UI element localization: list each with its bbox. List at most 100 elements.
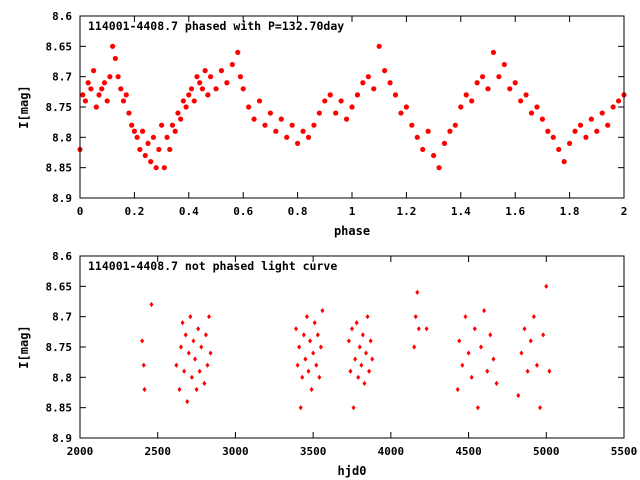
phased-data-point bbox=[99, 86, 105, 92]
phased-x-tick-label: 0.8 bbox=[288, 205, 308, 218]
unphased-data-point bbox=[516, 392, 521, 399]
phased-data-point bbox=[142, 152, 148, 159]
unphased-data-point bbox=[188, 314, 193, 320]
unphased-data-point bbox=[312, 320, 317, 326]
phased-y-tick-label: 8.9 bbox=[52, 192, 72, 205]
unphased-y-tick-label: 8.75 bbox=[46, 341, 73, 354]
phased-data-point bbox=[431, 152, 437, 159]
phased-data-point bbox=[572, 128, 578, 134]
unphased-data-point bbox=[179, 344, 184, 350]
phased-data-point bbox=[218, 68, 225, 74]
unphased-x-tick-label: 5500 bbox=[611, 445, 638, 458]
unphased-data-point bbox=[475, 405, 480, 411]
unphased-data-point bbox=[186, 350, 191, 356]
phased-data-point bbox=[246, 104, 252, 110]
unphased-data-point bbox=[359, 362, 364, 368]
phased-data-point bbox=[338, 98, 344, 104]
unphased-data-point bbox=[365, 314, 370, 320]
phased-data-point bbox=[365, 74, 371, 80]
phased-data-point bbox=[104, 98, 110, 104]
unphased-data-point bbox=[208, 350, 213, 356]
unphased-data-point bbox=[295, 362, 300, 368]
unphased-x-tick-label: 3500 bbox=[300, 445, 327, 458]
phased-data-point bbox=[360, 80, 366, 86]
unphased-data-point bbox=[183, 332, 188, 338]
phased-x-tick-label: 0.4 bbox=[179, 205, 199, 218]
phased-data-point bbox=[550, 134, 556, 140]
phased-data-point bbox=[118, 86, 124, 92]
unphased-data-point bbox=[140, 338, 145, 344]
phased-data-point bbox=[262, 122, 268, 128]
phased-data-point bbox=[96, 92, 102, 98]
phased-data-point bbox=[588, 116, 594, 122]
unphased-data-point bbox=[538, 405, 543, 411]
phased-data-point bbox=[490, 49, 497, 56]
phased-data-point bbox=[139, 128, 146, 134]
phased-data-point bbox=[229, 61, 235, 68]
unphased-data-point bbox=[413, 314, 418, 320]
phased-data-point bbox=[115, 74, 121, 80]
phased-x-tick-label: 1.2 bbox=[396, 205, 416, 218]
unphased-data-point bbox=[298, 405, 303, 411]
unphased-data-point bbox=[519, 350, 524, 356]
phased-y-tick-label: 8.75 bbox=[46, 101, 73, 114]
phased-data-point bbox=[148, 159, 154, 165]
phased-data-point bbox=[371, 86, 377, 92]
unphased-data-point bbox=[297, 344, 302, 350]
phased-data-point bbox=[458, 104, 464, 110]
phased-data-point bbox=[567, 140, 573, 146]
phased-y-tick-label: 8.8 bbox=[52, 131, 72, 144]
phased-data-point bbox=[202, 68, 208, 74]
phased-data-point bbox=[343, 116, 350, 122]
phased-data-point bbox=[188, 86, 195, 92]
unphased-chart-title: 114001-4408.7 not phased light curve bbox=[88, 259, 337, 273]
phased-data-point bbox=[150, 134, 157, 140]
unphased-data-point bbox=[309, 386, 314, 393]
phased-data-point bbox=[207, 74, 214, 80]
unphased-data-point bbox=[314, 362, 319, 368]
phased-data-point bbox=[316, 110, 322, 116]
phased-data-point bbox=[164, 134, 170, 140]
phased-data-point bbox=[436, 165, 442, 171]
phased-data-point bbox=[610, 104, 616, 110]
phased-data-point bbox=[474, 80, 480, 86]
unphased-data-point bbox=[301, 332, 306, 338]
unphased-data-point bbox=[193, 356, 198, 362]
unphased-data-point bbox=[348, 368, 353, 374]
phased-data-point bbox=[333, 110, 339, 116]
unphased-data-point bbox=[357, 344, 362, 350]
unphased-data-point bbox=[197, 368, 202, 374]
phased-data-point bbox=[295, 140, 301, 146]
phased-data-point bbox=[112, 55, 118, 62]
unphased-x-tick-labels: 2000 2500 3000 3500 4000 4500 5000 5500 bbox=[67, 445, 638, 458]
phased-x-tick-label: 2 bbox=[621, 205, 628, 218]
unphased-x-tick-label: 4500 bbox=[455, 445, 482, 458]
phased-data-point bbox=[512, 80, 518, 86]
unphased-data-point bbox=[370, 356, 375, 362]
phased-data-point bbox=[267, 110, 273, 116]
phased-data-point bbox=[349, 104, 355, 110]
phased-data-point bbox=[120, 98, 127, 104]
unphased-data-point bbox=[315, 332, 320, 338]
unphased-data-point bbox=[528, 338, 533, 344]
unphased-data-point bbox=[485, 368, 490, 374]
unphased-data-point bbox=[203, 332, 208, 338]
phased-data-point bbox=[191, 98, 197, 104]
phased-y-tick-labels: 8.6 8.65 8.7 8.75 8.8 8.85 8.9 bbox=[46, 10, 73, 205]
phased-data-point bbox=[256, 98, 263, 104]
unphased-data-point bbox=[412, 344, 417, 350]
unphased-data-point bbox=[199, 344, 204, 350]
phased-data-point bbox=[169, 122, 176, 128]
unphased-y-tick-label: 8.65 bbox=[46, 280, 73, 293]
unphased-y-tick-label: 8.8 bbox=[52, 371, 72, 384]
phased-data-point bbox=[376, 43, 382, 49]
unphased-data-point bbox=[353, 356, 358, 362]
unphased-data-point bbox=[191, 338, 196, 344]
phased-data-point bbox=[409, 122, 415, 128]
phased-data-point bbox=[137, 146, 143, 153]
phased-data-point bbox=[284, 134, 290, 140]
phased-data-point bbox=[382, 68, 388, 74]
phased-data-point bbox=[235, 49, 241, 56]
unphased-data-point bbox=[142, 386, 147, 393]
unphased-x-tick-label: 4000 bbox=[378, 445, 405, 458]
